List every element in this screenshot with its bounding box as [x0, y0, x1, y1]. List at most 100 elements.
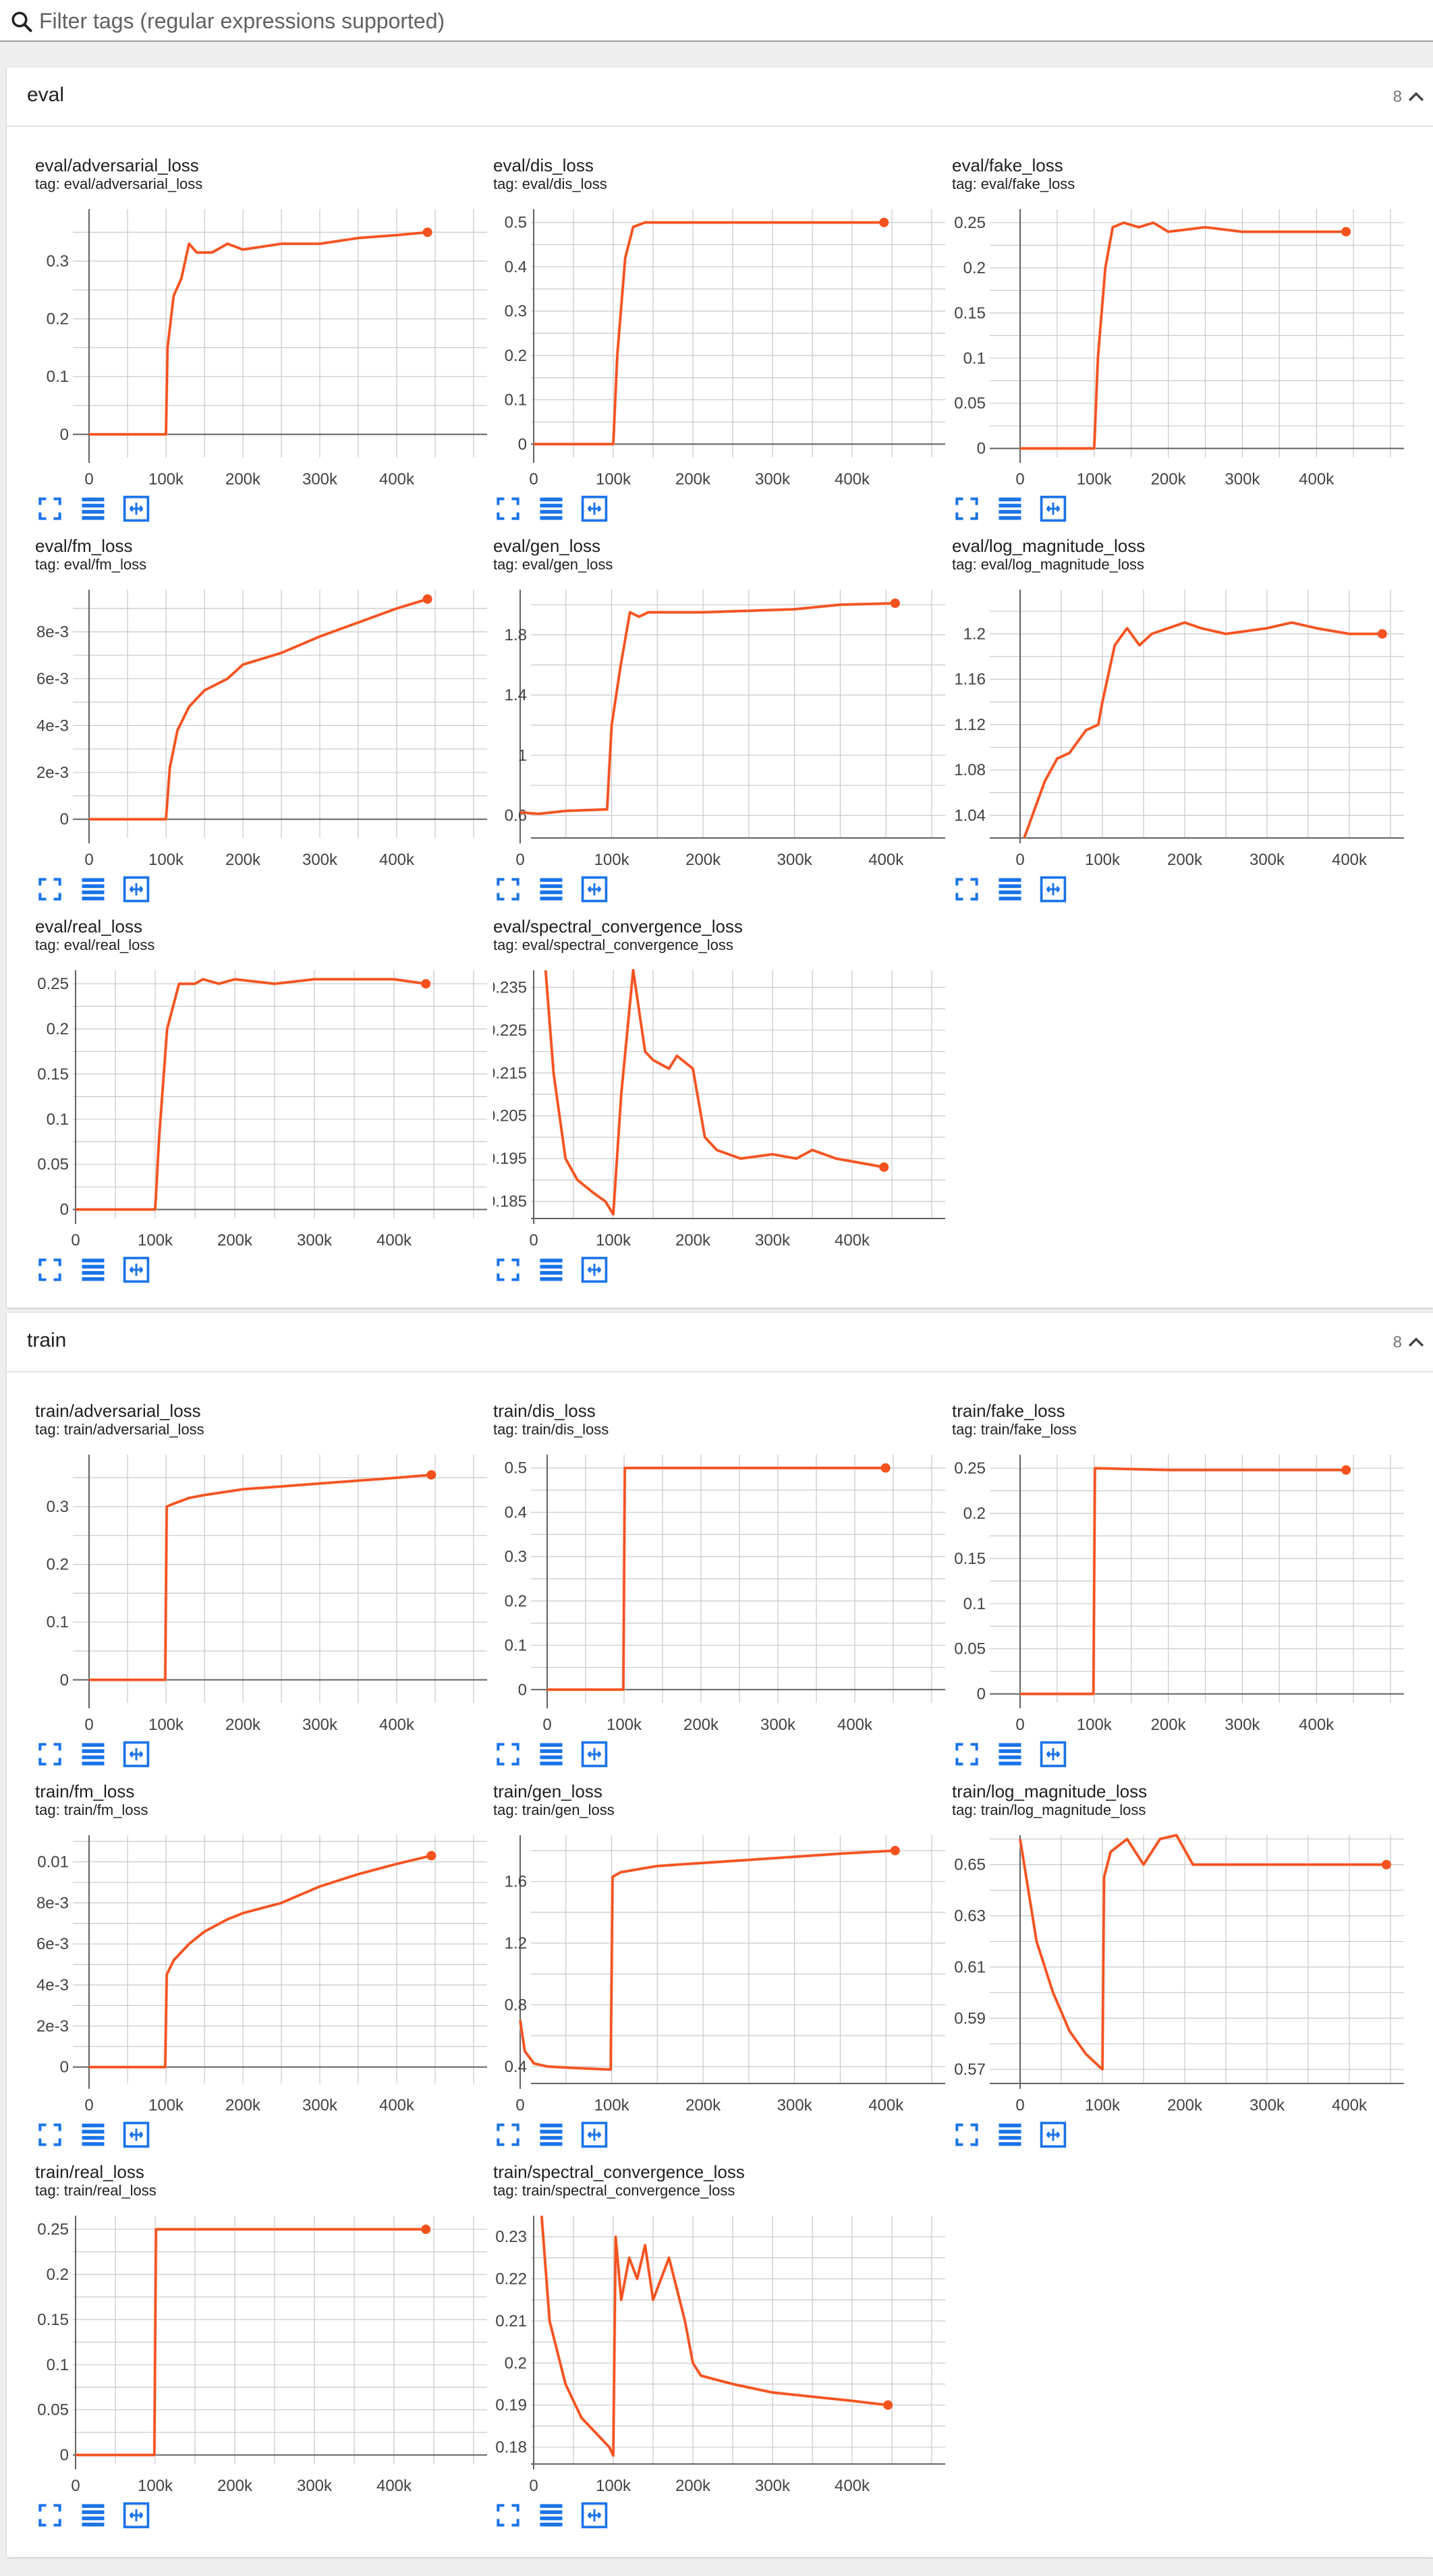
fit-domain-icon[interactable]: [121, 1739, 151, 1769]
data-table-icon[interactable]: [78, 2500, 108, 2530]
y-tick-label: 1.6: [505, 1873, 527, 1891]
data-table-icon[interactable]: [536, 2500, 566, 2530]
fit-domain-icon[interactable]: [580, 2500, 609, 2530]
line-chart[interactable]: 0 100k 200k 300k 400k 0.57 0.59 0.61 0.63 0.65: [952, 1781, 1411, 2119]
chart-card: 0 100k 200k 300k 400k 0.4 0.8 1.2 1.6 train/gen_l…: [493, 1781, 952, 2162]
fit-domain-icon[interactable]: [121, 1255, 151, 1285]
y-tick-label: 0.2: [505, 1592, 527, 1611]
grid: [531, 2216, 945, 2464]
fit-domain-icon[interactable]: [580, 2120, 609, 2150]
line-chart[interactable]: 0 100k 200k 300k 400k 0.4 0.8 1.2 1.6: [493, 1781, 952, 2119]
fullscreen-icon[interactable]: [35, 2120, 65, 2150]
fit-domain-icon[interactable]: [121, 2120, 151, 2150]
y-tick-label: 4e-3: [36, 1976, 69, 1994]
fit-domain-icon[interactable]: [1038, 874, 1068, 904]
y-tick-label: 0.1: [963, 349, 986, 368]
chart-title: eval/fm_loss: [35, 536, 133, 556]
line-chart[interactable]: 0 100k 200k 300k 400k 0 0.1 0.2 0.3: [35, 155, 494, 493]
data-table-icon[interactable]: [78, 2120, 108, 2150]
x-tick-label: 400k: [868, 2096, 904, 2115]
line-chart[interactable]: 0 100k 200k 300k 400k 0 0.1 0.2 0.3 0.4 0.5: [493, 155, 952, 493]
data-table-icon[interactable]: [995, 494, 1025, 524]
data-table-icon[interactable]: [995, 1739, 1025, 1769]
y-tick-label: 0.5: [505, 214, 527, 232]
line-chart[interactable]: 0 100k 200k 300k 400k 0 0.1 0.2 0.3: [35, 1401, 494, 1738]
fit-domain-icon[interactable]: [580, 1739, 609, 1769]
y-tick-label: 0.25: [954, 214, 986, 232]
data-table-icon[interactable]: [536, 494, 566, 524]
plot-area: [531, 590, 945, 838]
x-tick-label: 100k: [1085, 2096, 1121, 2115]
fullscreen-icon[interactable]: [35, 1255, 65, 1285]
fit-domain-icon[interactable]: [580, 494, 609, 524]
line-chart[interactable]: 0 100k 200k 300k 400k 1.04 1.08 1.12 1.16 1.2: [952, 536, 1411, 873]
fullscreen-icon[interactable]: [952, 494, 982, 524]
fit-domain-icon[interactable]: [1038, 494, 1068, 524]
line-chart[interactable]: 0 100k 200k 300k 400k 0 0.05 0.1 0.15 0.2 0.25: [35, 2162, 494, 2499]
fit-domain-icon[interactable]: [580, 1255, 609, 1285]
series-end-point: [880, 1463, 891, 1473]
chart-tag: tag: eval/fake_loss: [952, 175, 1075, 192]
fullscreen-icon[interactable]: [35, 1739, 65, 1769]
data-table-icon[interactable]: [536, 2120, 566, 2150]
fullscreen-icon[interactable]: [35, 494, 65, 524]
line-chart[interactable]: 0 100k 200k 300k 400k 0 2e-3 4e-3 6e-3 8e-3 0.01: [35, 1781, 494, 2119]
fullscreen-icon[interactable]: [493, 2500, 523, 2530]
series-line: [534, 221, 884, 446]
fit-domain-icon[interactable]: [121, 494, 151, 524]
data-table-icon[interactable]: [536, 1255, 566, 1285]
fit-domain-icon[interactable]: [1038, 2120, 1068, 2150]
line-chart[interactable]: 0 100k 200k 300k 400k 0 2e-3 4e-3 6e-3 8e-3: [35, 536, 494, 873]
x-tick-label: 100k: [596, 1231, 631, 1250]
y-tick-label: 0.23: [495, 2228, 527, 2246]
line-chart[interactable]: 0 100k 200k 300k 400k 0 0.1 0.2 0.3 0.4 0.5: [493, 1401, 952, 1738]
data-table-icon[interactable]: [536, 874, 566, 904]
fit-domain-icon[interactable]: [121, 874, 151, 904]
fit-domain-icon[interactable]: [121, 2500, 151, 2530]
group-header-train[interactable]: train 8: [7, 1313, 1433, 1372]
fullscreen-icon[interactable]: [493, 494, 523, 524]
fullscreen-icon[interactable]: [952, 1739, 982, 1769]
fit-domain-icon[interactable]: [1038, 1739, 1068, 1769]
data-table-icon[interactable]: [78, 1255, 108, 1285]
fullscreen-icon[interactable]: [493, 1255, 523, 1285]
chart-tag: tag: train/spectral_convergence_loss: [493, 2182, 735, 2199]
fullscreen-icon[interactable]: [35, 2500, 65, 2530]
x-tick-label: 200k: [1151, 1716, 1187, 1734]
data-table-icon[interactable]: [995, 874, 1025, 904]
plot-area: [73, 1455, 487, 1703]
plot-area: [73, 970, 487, 1219]
line-chart[interactable]: 0 100k 200k 300k 400k 0.18 0.19 0.2 0.21 0.22 0.23: [493, 2162, 952, 2499]
fullscreen-icon[interactable]: [493, 874, 523, 904]
line-chart[interactable]: 0 100k 200k 300k 400k 0 0.05 0.1 0.15 0.2 0.25: [952, 155, 1411, 493]
fullscreen-icon[interactable]: [952, 2120, 982, 2150]
fullscreen-icon[interactable]: [493, 2120, 523, 2150]
data-table-icon[interactable]: [78, 1739, 108, 1769]
x-tick-label: 200k: [685, 851, 721, 869]
fullscreen-icon[interactable]: [35, 874, 65, 904]
line-chart[interactable]: 0 100k 200k 300k 400k 0.6 1 1.4 1.8: [493, 536, 952, 873]
x-tick-label: 400k: [835, 470, 870, 488]
y-tick-label: 0.8: [505, 1996, 527, 2014]
plot-area: [990, 209, 1404, 457]
line-chart[interactable]: 0 100k 200k 300k 400k 0 0.05 0.1 0.15 0.2 0.25: [952, 1401, 1411, 1738]
fullscreen-icon[interactable]: [493, 1739, 523, 1769]
y-tick-label: 0.225: [493, 1021, 527, 1040]
data-table-icon[interactable]: [536, 1739, 566, 1769]
series-line: [519, 602, 895, 816]
line-chart[interactable]: 0 100k 200k 300k 400k 0.185 0.195 0.205 0.215 0.2…: [493, 916, 952, 1254]
data-table-icon[interactable]: [78, 494, 108, 524]
x-tick-label: 400k: [376, 2477, 412, 2495]
group-header-eval[interactable]: eval 8: [7, 67, 1433, 127]
search-input[interactable]: [39, 4, 1415, 38]
fit-domain-icon[interactable]: [580, 874, 609, 904]
chevron-up-icon[interactable]: [1405, 85, 1428, 108]
data-table-icon[interactable]: [78, 874, 108, 904]
x-tick-label: 100k: [607, 1716, 642, 1734]
y-tick-label: 2e-3: [36, 764, 69, 782]
chevron-up-icon[interactable]: [1405, 1331, 1428, 1353]
fullscreen-icon[interactable]: [952, 874, 982, 904]
x-tick-label: 0: [71, 2477, 80, 2495]
line-chart[interactable]: 0 100k 200k 300k 400k 0 0.05 0.1 0.15 0.2 0.25: [35, 916, 494, 1254]
data-table-icon[interactable]: [995, 2120, 1025, 2150]
